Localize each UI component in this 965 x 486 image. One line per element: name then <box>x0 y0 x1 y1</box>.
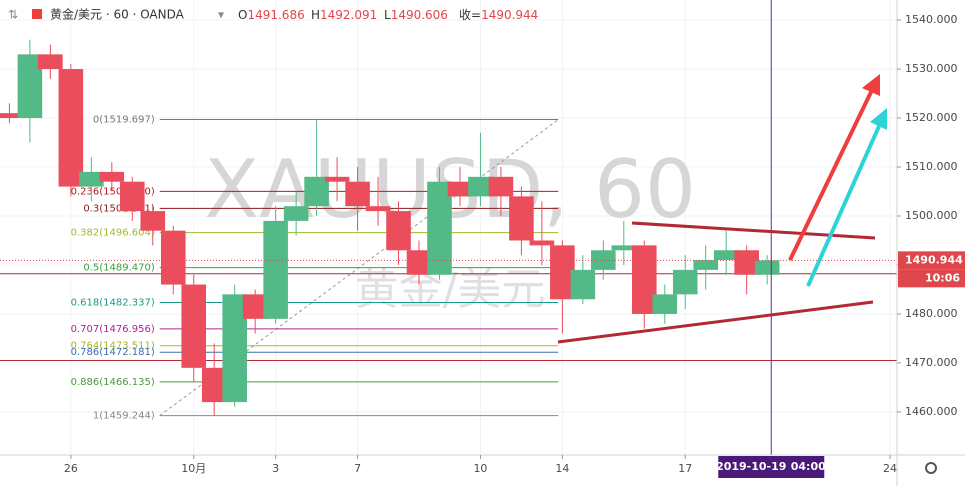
candle-body <box>79 171 104 187</box>
candle-body <box>468 176 493 197</box>
candle-body <box>58 69 84 187</box>
ohlc-item: O1491.686 <box>238 8 305 22</box>
header: ⇅ 黄金/美元 · 60 · OANDA ▾ <box>8 7 224 22</box>
countdown-label: 10:06 <box>925 271 960 284</box>
x-tick-label: 7 <box>354 462 361 475</box>
ohlc-label: L <box>384 8 391 22</box>
fib-label: 0.5(1489.470) <box>83 263 155 274</box>
y-tick-label: 1480.000 <box>905 307 958 320</box>
fib-label: 0.382(1496.604) <box>71 228 155 239</box>
candle-body <box>652 294 678 314</box>
y-tick-label: 1460.000 <box>905 405 958 418</box>
candle-body <box>365 206 391 212</box>
candle-body <box>140 211 166 231</box>
candle-body <box>324 176 350 182</box>
x-tick-label: 26 <box>64 462 78 475</box>
candle-body <box>263 220 288 319</box>
ohlc-value: 1490.944 <box>481 8 538 22</box>
candle-body <box>345 181 370 207</box>
y-tick-label: 1530.000 <box>905 62 958 75</box>
icon <box>32 9 42 19</box>
x-tick-label: 17 <box>678 462 692 475</box>
x-tick-label: 3 <box>272 462 279 475</box>
candle-body <box>283 206 309 221</box>
candle-body <box>570 269 596 300</box>
ohlc-item: H1492.091 <box>311 8 377 22</box>
ohlc-item: L1490.606 <box>384 8 448 22</box>
candle-body <box>509 196 534 241</box>
fib-label: 0.618(1482.337) <box>71 297 155 308</box>
candle-body <box>754 260 780 275</box>
ohlc-item: 收=1490.944 <box>459 8 538 22</box>
candle-body <box>713 250 739 261</box>
ohlc-label: 收= <box>459 8 481 22</box>
y-tick-label: 1540.000 <box>905 13 958 26</box>
x-tick-label: 14 <box>555 462 569 475</box>
y-tick-label: 1470.000 <box>905 356 958 369</box>
x-tick-label: 24 <box>883 462 897 475</box>
fib-label: 0.786(1472.181) <box>71 347 155 358</box>
candle-body <box>529 240 555 246</box>
x-tick-label: 10月 <box>181 462 206 475</box>
countdown-box <box>898 269 965 288</box>
candle-body <box>181 284 207 368</box>
fib-label: 0.764(1473.511) <box>71 341 155 352</box>
candle-body <box>160 230 186 285</box>
candle-body <box>611 245 637 251</box>
candle-body <box>447 181 473 197</box>
trendline <box>557 300 874 344</box>
ohlc-label: O <box>238 8 247 22</box>
crosshair-box <box>718 456 825 478</box>
y-tick-label: 1500.000 <box>905 209 958 222</box>
ohlc-label: H <box>311 8 320 22</box>
fib-label: 0.236(1505.030) <box>71 186 155 197</box>
candle-body <box>38 54 63 70</box>
candle-body <box>386 211 411 251</box>
icon: ⇅ <box>8 8 18 22</box>
candle-body <box>734 250 759 275</box>
ohlc-value: 1491.686 <box>247 8 304 22</box>
candle-body <box>693 260 719 270</box>
y-tick-label: 1520.000 <box>905 111 958 124</box>
fib-label: 0.3(1501.561) <box>83 203 155 214</box>
plot: 0(1519.697) 0.236(1505.030) 0.3(1501.561) 0… <box>0 0 897 455</box>
candle-body <box>488 176 514 197</box>
candle-body <box>427 181 452 275</box>
arrow-head <box>870 108 887 130</box>
ohlc-value: 1492.091 <box>320 8 377 22</box>
crosshair-time: 04:00 <box>791 460 826 473</box>
fib-label: 0.886(1466.135) <box>71 377 155 388</box>
symbol-title: 黄金/美元 · 60 · OANDA <box>50 7 185 22</box>
candle-body <box>120 181 145 212</box>
crosshair-date: 2019-10-19 <box>716 460 786 473</box>
arrow-head <box>862 74 880 96</box>
candle-body <box>0 113 22 119</box>
ohlc-value: 1490.606 <box>391 8 448 22</box>
trendline <box>631 221 876 240</box>
candle-body <box>672 269 698 295</box>
arrow <box>788 89 874 261</box>
fib-label: 0.707(1476.956) <box>71 324 155 335</box>
candle-body <box>99 171 125 182</box>
icon: ▾ <box>218 8 224 22</box>
y-tick-label: 1510.000 <box>905 160 958 173</box>
fib-label: 1(1459.244) <box>93 411 155 422</box>
settings-icon[interactable] <box>925 462 937 474</box>
candle-body <box>550 245 575 300</box>
last-price-label: 1490.944 <box>905 253 963 266</box>
last-price-box <box>898 251 965 270</box>
fib-label: 0(1519.697) <box>93 115 155 126</box>
arrow <box>806 123 882 287</box>
x-tick-label: 10 <box>473 462 487 475</box>
